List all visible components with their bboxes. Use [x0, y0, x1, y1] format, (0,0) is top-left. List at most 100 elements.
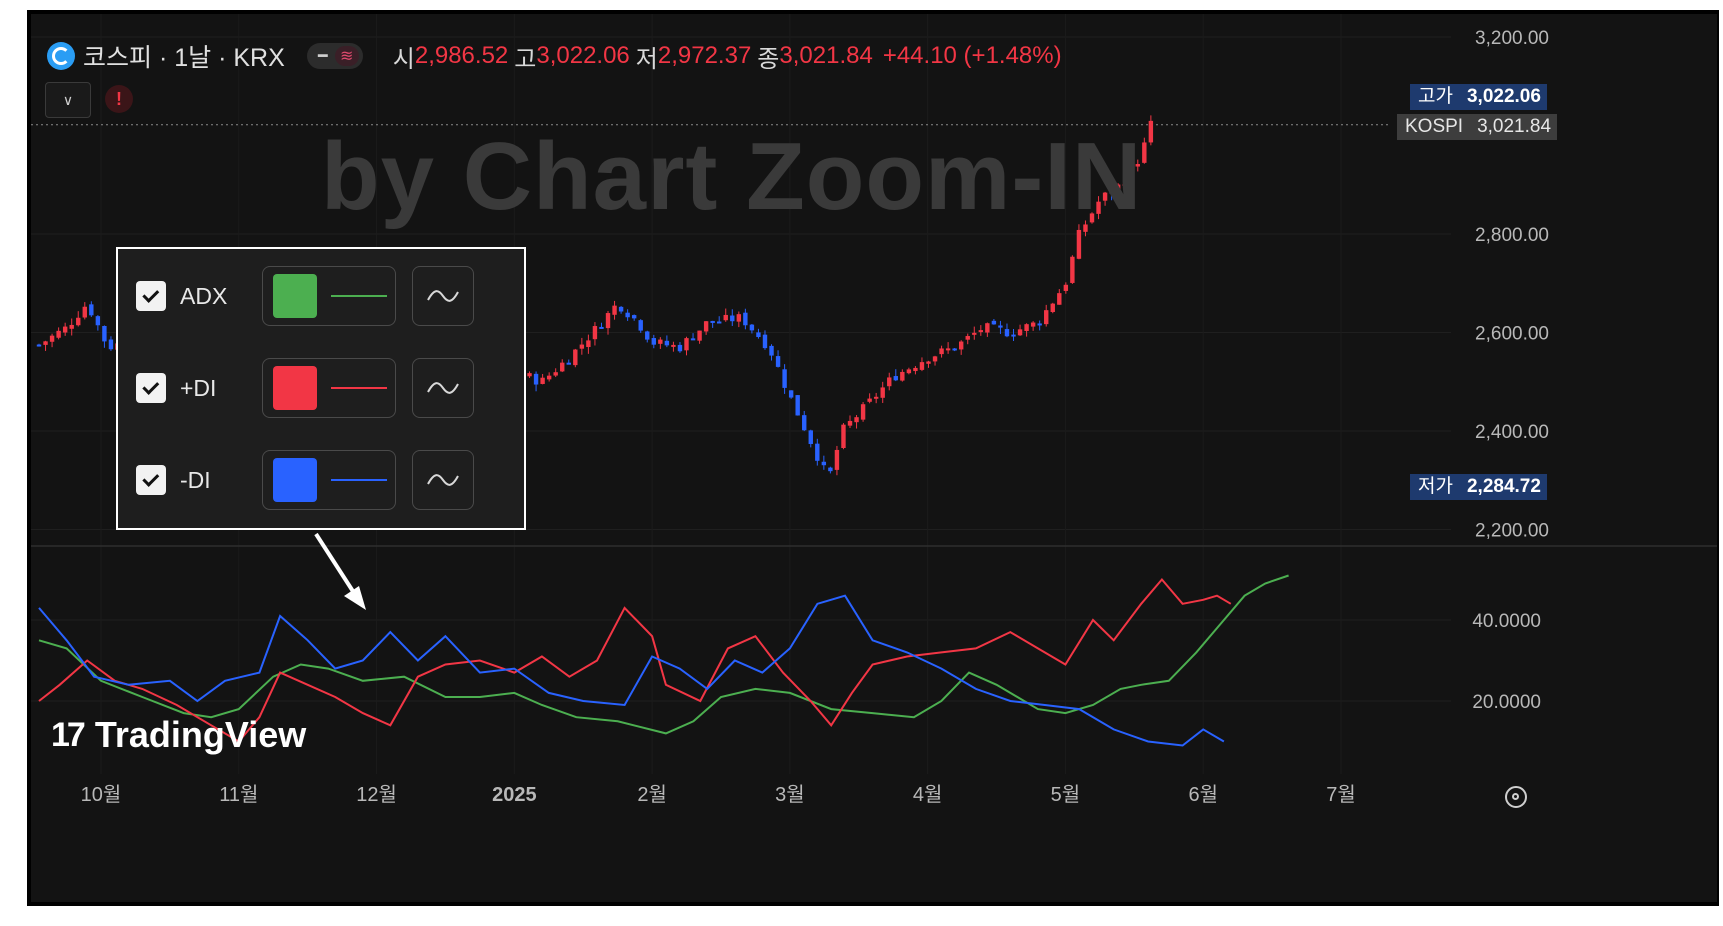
time-axis-label: 2월: [637, 783, 667, 806]
color-picker-mdi[interactable]: [262, 450, 396, 510]
minus-icon[interactable]: ━: [317, 48, 328, 65]
candle-body: [553, 372, 558, 376]
candle-body: [69, 324, 74, 329]
candle-body: [749, 324, 755, 331]
candle-body: [795, 395, 800, 416]
candle-body: [887, 377, 892, 387]
line-style-button-mdi[interactable]: [412, 450, 474, 510]
display-toggle[interactable]: ━ ≋: [306, 43, 363, 69]
tradingview-mark-icon: 17: [51, 715, 86, 754]
candle-body: [998, 325, 1003, 328]
candle-body: [76, 317, 81, 326]
last-price-tag: KOSPI 3,021.84: [1397, 114, 1558, 140]
candle-body: [1070, 256, 1075, 283]
candle-body: [36, 344, 42, 347]
checkbox-mdi[interactable]: [136, 465, 166, 495]
candle-body: [540, 377, 545, 384]
collapse-button[interactable]: ∨: [45, 82, 91, 118]
time-axis-label: 10월: [81, 783, 122, 806]
warning-icon[interactable]: !: [105, 85, 133, 113]
candle-body: [1044, 310, 1049, 325]
candle-body: [730, 315, 735, 322]
candle-body: [612, 305, 617, 315]
candle-body: [788, 390, 794, 398]
indicator-style-panel: ADX +DI -DI: [116, 247, 526, 530]
candle-body: [108, 339, 114, 350]
line-style-button-pdi[interactable]: [412, 358, 474, 418]
low-label: 저가: [1410, 474, 1461, 500]
candle-body: [1129, 165, 1134, 184]
wave-line-icon: [427, 474, 459, 486]
price-axis-label: 2,600.00: [1475, 324, 1549, 345]
indicator-series: [38, 532, 1289, 747]
candle-body: [958, 341, 964, 350]
candle-body: [834, 449, 840, 470]
candle-body: [985, 323, 990, 333]
candle-body: [762, 334, 768, 349]
candle-body: [631, 315, 637, 319]
time-axis-label: 3월: [775, 783, 805, 806]
candle-body: [579, 344, 585, 349]
candle-body: [102, 326, 107, 342]
candle-body: [1122, 183, 1127, 186]
candle-body: [906, 369, 912, 374]
candle-body: [1142, 142, 1147, 163]
candle-body: [625, 312, 630, 318]
candle-body: [638, 320, 643, 331]
candle-body: [1063, 284, 1069, 291]
candle-body: [932, 356, 938, 362]
legend-label-adx: ADX: [180, 282, 228, 309]
color-swatch-mdi: [273, 458, 317, 502]
candle-body: [684, 338, 689, 351]
candle-body: [847, 420, 853, 426]
price-change: +44.10 (+1.48%): [882, 42, 1062, 69]
checkbox-adx[interactable]: [136, 281, 166, 311]
candle-body: [43, 341, 48, 345]
indicator-line-minusdi: [38, 594, 1225, 747]
ohlc-low-value: 2,972.37: [657, 42, 752, 69]
line-style-button-adx[interactable]: [412, 266, 474, 326]
watermark-text: by Chart Zoom-IN: [321, 123, 1143, 230]
candle-body: [527, 373, 532, 377]
ohlc-low-key: 저: [635, 45, 658, 73]
high-price-tag: 고가 3,022.06: [1410, 84, 1547, 110]
candle-body: [533, 373, 539, 385]
wave-icon[interactable]: ≋: [334, 46, 359, 66]
candle-body: [1011, 334, 1016, 337]
legend-row-pdi: +DI: [136, 357, 474, 419]
color-picker-pdi[interactable]: [262, 358, 396, 418]
candle-body: [926, 361, 931, 364]
symbol-title[interactable]: 코스피 · 1날 · KRX: [83, 44, 285, 72]
candle-body: [782, 369, 787, 388]
candle-body: [697, 330, 702, 341]
candle-body: [1148, 120, 1154, 143]
legend-row-adx: ADX: [136, 265, 474, 327]
settings-gear-icon[interactable]: [1505, 786, 1527, 808]
candle-body: [880, 387, 885, 398]
candle-body: [873, 396, 879, 399]
brand-text: TradingView: [94, 714, 307, 755]
candle-body: [658, 339, 663, 344]
candle-body: [802, 415, 807, 431]
candle-body: [671, 344, 676, 347]
time-axis-label: 6월: [1188, 783, 1218, 806]
candle-body: [49, 335, 55, 342]
candle-body: [808, 430, 813, 444]
ohlc-high-key: 고: [514, 45, 537, 73]
color-picker-adx[interactable]: [262, 266, 396, 326]
candle-body: [919, 362, 925, 370]
candle-body: [1024, 324, 1029, 332]
line-preview-adx: [331, 295, 387, 297]
candle-body: [1109, 190, 1114, 194]
chart-area[interactable]: 3,200.00 2,800.00 2,600.00 2,400.00 2,200.00…: [31, 14, 1717, 902]
checkbox-pdi[interactable]: [136, 373, 166, 403]
symbol-header: 코스피 · 1날 · KRX ━ ≋ 시 2,986.52 고 3,022.06…: [47, 40, 1062, 73]
candle-body: [900, 371, 905, 381]
candle-body: [828, 467, 833, 472]
candle-body: [717, 321, 722, 324]
wave-line-icon: [427, 290, 459, 302]
candle-body: [573, 349, 578, 366]
price-axis-label: 2,200.00: [1475, 521, 1549, 542]
time-axis-label: 11월: [219, 783, 258, 806]
candle-body: [736, 314, 742, 322]
